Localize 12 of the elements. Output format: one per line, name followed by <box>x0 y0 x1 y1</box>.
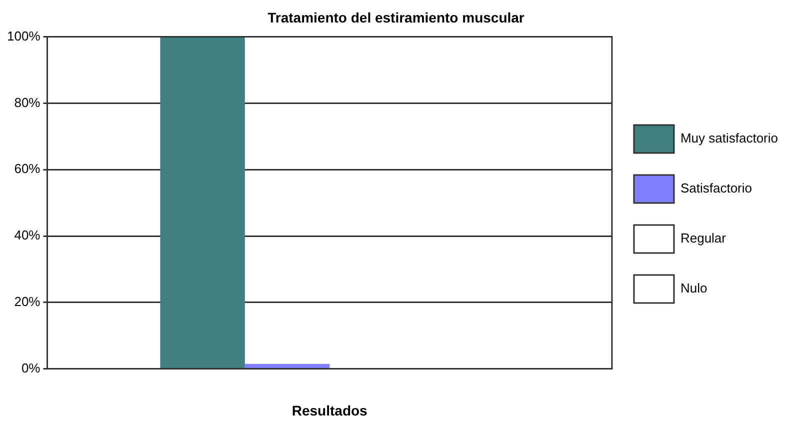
y-tick-label: 0% <box>21 360 41 376</box>
y-tick-label: 40% <box>14 228 41 243</box>
legend-label: Muy satisfactorio <box>680 130 778 146</box>
legend-label: Regular <box>680 230 727 246</box>
legend-label: Nulo <box>680 280 708 296</box>
y-tick-label: 60% <box>14 161 41 176</box>
chart-title: Tratamiento del estiramiento muscular <box>268 9 525 26</box>
legend-label: Satisfactorio <box>680 180 752 196</box>
x-axis-title: Resultados <box>292 402 368 418</box>
y-tick-label: 80% <box>14 94 41 110</box>
y-tick-label: 20% <box>14 294 41 309</box>
y-tick-label: 100% <box>7 28 41 44</box>
